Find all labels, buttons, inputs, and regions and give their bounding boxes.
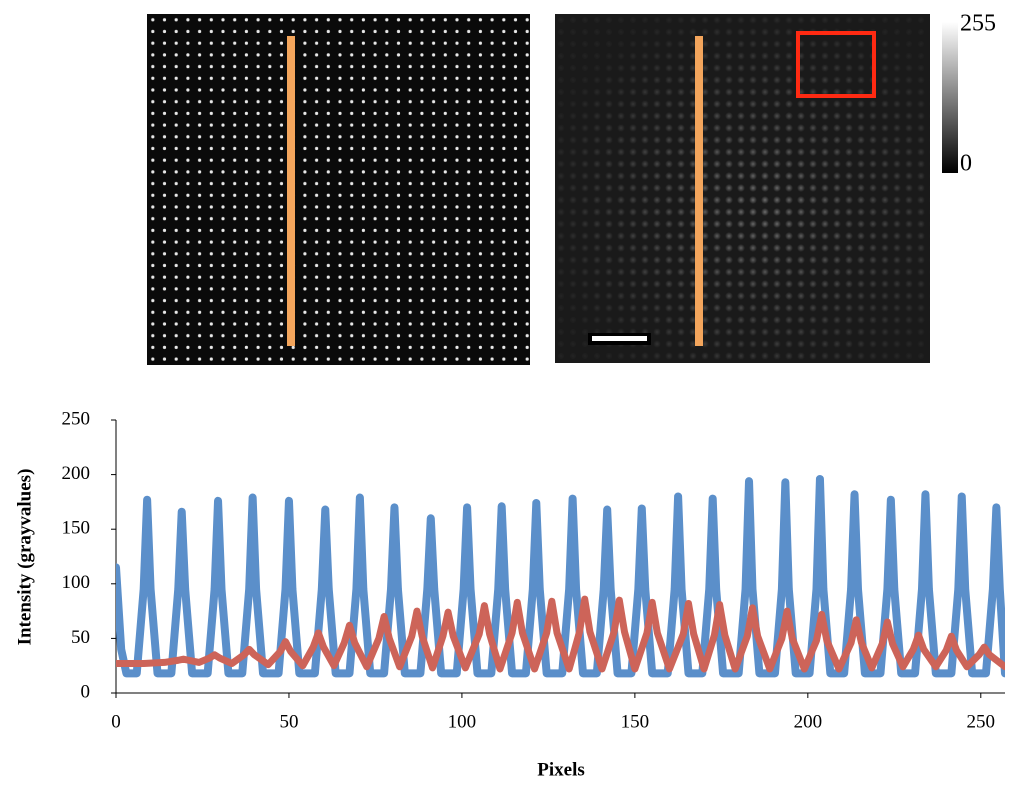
y-tick-label: 100 (62, 572, 91, 593)
x-tick-label: 250 (967, 711, 996, 732)
line-chart: Intensity (grayvalues) Pixels 0 50 100 150 2… (14, 408, 1005, 780)
series-line (116, 595, 1005, 673)
x-tick-label: 150 (621, 711, 650, 732)
colorbar-label: 255 (960, 11, 996, 37)
x-tick-label: 200 (794, 711, 823, 732)
x-axis-title: Pixels (537, 759, 585, 780)
y-tick-label: 150 (62, 518, 91, 539)
right-image (555, 14, 930, 363)
y-tick-label: 0 (81, 681, 91, 702)
colorbar-label: 0 (960, 151, 972, 177)
y-axis-title: Intensity (grayvalues) (14, 469, 35, 646)
y-tick-label: 200 (62, 463, 91, 484)
series-group (116, 474, 1005, 678)
y-tick-label: 50 (71, 627, 90, 648)
colorbar: 255 0 (942, 11, 996, 177)
x-tick-label: 0 (111, 711, 121, 732)
x-tick-label: 100 (448, 711, 477, 732)
left-image (147, 14, 530, 365)
series-line (116, 474, 1005, 678)
x-tick-label: 50 (279, 711, 298, 732)
y-tick-label: 250 (62, 408, 91, 429)
